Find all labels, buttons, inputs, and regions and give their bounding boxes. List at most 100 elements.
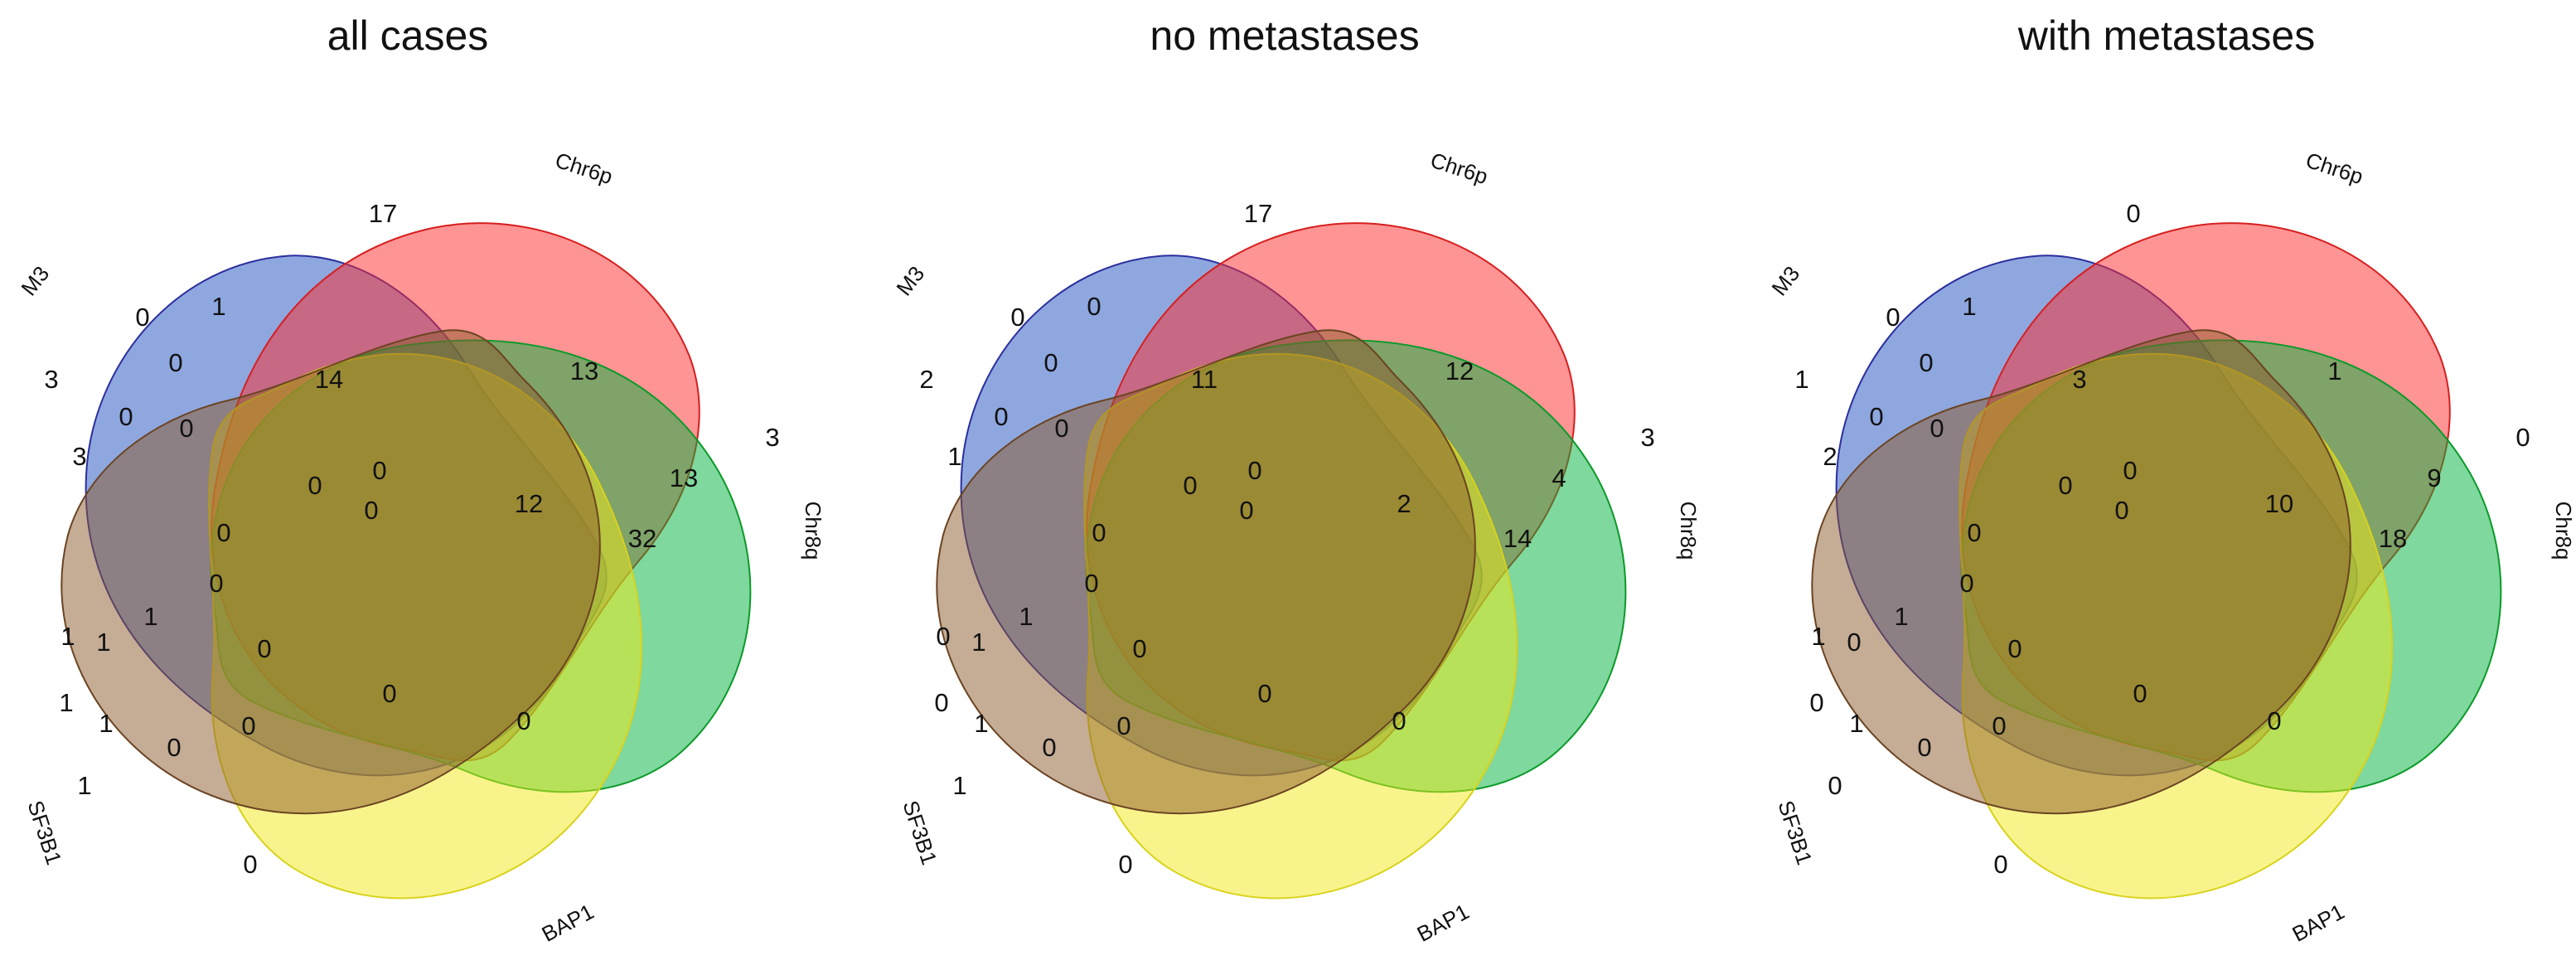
region-count: 0 (382, 679, 396, 708)
region-count: 1 (1962, 292, 1976, 321)
region-count: 0 (1919, 348, 1933, 377)
venn-panel: all casesM3Chr6pChr8qBAP1SF3B13173010130… (16, 12, 826, 947)
region-count: 14 (315, 365, 343, 394)
region-count: 0 (1886, 303, 1900, 332)
region-count: 0 (2515, 423, 2530, 452)
region-count: 10 (2265, 489, 2293, 518)
region-count: 1 (1019, 602, 1033, 631)
region-count: 1 (211, 292, 225, 321)
region-count: 0 (1092, 518, 1106, 547)
region-count: 0 (1132, 634, 1146, 663)
region-count: 0 (119, 402, 133, 431)
region-count: 0 (1869, 402, 1883, 431)
region-count: 0 (936, 622, 950, 651)
venn-sets (936, 222, 1627, 900)
set-label-chr8q: Chr8q (1676, 502, 1701, 560)
region-count: 0 (1043, 348, 1058, 377)
region-count: 1 (1894, 602, 1908, 631)
region-count: 0 (1257, 679, 1271, 708)
region-count: 0 (2058, 471, 2072, 500)
panel-title: with metastases (2017, 12, 2315, 59)
region-count: 0 (1116, 711, 1131, 740)
set-label-bap1: BAP1 (538, 899, 598, 947)
region-count: 13 (670, 463, 698, 492)
region-count: 3 (72, 442, 86, 471)
set-label-chr6p: Chr6p (1427, 148, 1491, 189)
set-label-chr8q: Chr8q (2551, 502, 2576, 560)
region-count: 1 (974, 709, 988, 738)
set-label-chr8q: Chr8q (801, 502, 826, 560)
region-count: 0 (2126, 199, 2140, 228)
region-count: 13 (570, 356, 598, 386)
region-count: 1 (971, 628, 985, 657)
region-count: 0 (1847, 628, 1861, 657)
region-count: 3 (2072, 365, 2086, 394)
region-count: 0 (994, 402, 1008, 431)
region-count: 0 (1084, 569, 1098, 598)
region-count: 0 (209, 569, 223, 598)
region-count: 4 (1552, 463, 1566, 492)
set-label-m3: M3 (16, 261, 54, 300)
set-label-chr6p: Chr6p (2302, 148, 2366, 189)
set-label-bap1: BAP1 (1413, 899, 1474, 947)
region-count: 0 (1992, 711, 2006, 740)
region-count: 1 (1849, 709, 1863, 738)
region-count: 0 (1917, 733, 1931, 762)
region-count: 1 (143, 602, 157, 631)
set-label-chr6p: Chr6p (552, 148, 616, 189)
panel-title: all cases (327, 12, 489, 59)
region-count: 32 (628, 524, 656, 553)
region-count: 14 (1503, 524, 1532, 553)
region-count: 18 (2379, 524, 2407, 553)
region-count: 0 (364, 496, 378, 525)
region-count: 2 (1397, 489, 1411, 518)
region-count: 2 (1823, 442, 1837, 471)
venn-sets (61, 222, 752, 900)
region-count: 0 (1087, 292, 1101, 321)
region-count: 0 (216, 518, 230, 547)
region-count: 0 (2267, 706, 2281, 735)
region-count: 0 (1010, 303, 1024, 332)
region-count: 12 (1445, 356, 1474, 386)
venn-sets (1811, 222, 2502, 900)
region-count: 17 (1244, 199, 1272, 228)
venn-panel: no metastasesM3Chr6pChr8qBAP1SF3B1217301… (891, 12, 1701, 947)
region-count: 0 (2133, 679, 2147, 708)
region-count: 0 (135, 303, 149, 332)
region-count: 3 (44, 365, 58, 394)
region-count: 9 (2427, 463, 2441, 492)
set-shape-sf3b1 (936, 329, 1476, 815)
region-count: 0 (168, 348, 182, 377)
region-count: 0 (167, 733, 181, 762)
region-count: 0 (241, 711, 255, 740)
set-label-sf3b1: SF3B1 (22, 798, 66, 868)
panel-title: no metastases (1150, 12, 1419, 59)
set-label-m3: M3 (1766, 261, 1804, 300)
region-count: 1 (952, 771, 966, 800)
region-count: 1 (2327, 356, 2341, 386)
region-count: 0 (1993, 850, 2007, 879)
region-count: 0 (1183, 471, 1197, 500)
region-count: 1 (1811, 622, 1825, 651)
region-count: 1 (1794, 365, 1809, 394)
region-count: 0 (1967, 518, 1981, 547)
region-count: 0 (2123, 456, 2137, 485)
region-count: 12 (515, 489, 543, 518)
region-count: 0 (1828, 771, 1842, 800)
set-shape-sf3b1 (1811, 329, 2351, 815)
region-count: 3 (765, 423, 779, 452)
region-count: 0 (1392, 706, 1406, 735)
region-count: 11 (1191, 365, 1218, 394)
region-count: 0 (1239, 496, 1253, 525)
region-count: 1 (947, 442, 961, 471)
region-count: 1 (99, 709, 113, 738)
set-label-m3: M3 (891, 261, 929, 300)
set-label-sf3b1: SF3B1 (1773, 798, 1817, 868)
set-shape-sf3b1 (61, 329, 601, 815)
region-count: 0 (1959, 569, 1973, 598)
region-count: 0 (307, 471, 322, 500)
region-count: 0 (2007, 634, 2022, 663)
set-label-sf3b1: SF3B1 (898, 798, 942, 868)
